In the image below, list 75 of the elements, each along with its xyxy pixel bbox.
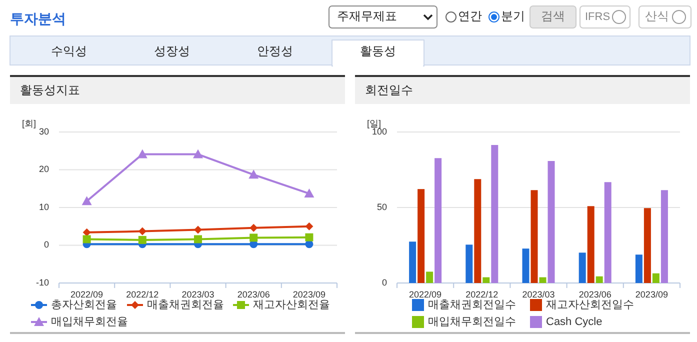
text: 투자분석 <box>10 10 66 27</box>
legend-label: 재고자산회전율 <box>253 298 330 311</box>
text: 주재무제표 <box>337 9 397 24</box>
text: 안정성 <box>257 44 293 58</box>
point <box>193 149 203 158</box>
y-axis-title: [일] <box>367 118 382 128</box>
text: 성장성 <box>154 44 190 58</box>
point <box>250 224 258 232</box>
chart-title: 활동성지표 <box>20 83 80 98</box>
point <box>82 196 92 206</box>
bar <box>635 254 642 283</box>
x-tick-label: 2023/06 <box>237 289 270 300</box>
legend-label: 매입채무회전일수 <box>428 316 516 328</box>
point <box>305 233 314 242</box>
x-tick-label: 2023/03 <box>182 289 214 300</box>
bar <box>660 190 668 283</box>
x-tick-label: 2022/12 <box>126 289 159 300</box>
legend-label: 매출채권회전율 <box>147 298 224 311</box>
legend-label: 재고자산회전일수 <box>546 298 634 311</box>
point <box>194 235 202 244</box>
y-tick-label: 0 <box>382 277 387 288</box>
y-tick-label: 50 <box>376 202 387 212</box>
point <box>137 149 148 158</box>
bar <box>409 242 416 283</box>
text: IFRS <box>585 10 610 23</box>
bar <box>604 182 612 283</box>
x-tick-label: 2022/09 <box>409 289 442 300</box>
point <box>194 226 202 234</box>
x-tick-label: 2022/12 <box>466 289 498 300</box>
bar <box>522 248 530 283</box>
legend-label: 총자산회전율 <box>51 298 117 311</box>
point <box>250 234 258 242</box>
point <box>304 188 314 198</box>
legend-label: 매출채권회전일수 <box>428 298 516 311</box>
y-tick-label: 10 <box>38 202 49 212</box>
x-tick-label: 2023/09 <box>292 289 326 300</box>
text: 활동성 <box>360 44 396 58</box>
bar <box>644 208 651 283</box>
y-axis-title: [회] <box>22 118 36 128</box>
text: 산식 <box>645 9 669 24</box>
point <box>138 236 146 244</box>
text: 분기 <box>501 9 525 24</box>
x-tick-label: 2022/09 <box>70 289 104 300</box>
bar <box>587 206 594 283</box>
text: 검색 <box>541 9 565 24</box>
chart-title: 회전일수 <box>365 83 413 98</box>
point <box>248 170 259 179</box>
bar <box>652 273 660 283</box>
bar <box>596 276 603 283</box>
point <box>82 235 91 244</box>
bar <box>426 272 434 283</box>
y-tick-label: 0 <box>44 240 49 250</box>
x-tick-label: 2023/09 <box>635 289 668 300</box>
bar <box>434 158 442 283</box>
x-tick-label: 2023/03 <box>522 289 555 300</box>
bar <box>491 144 498 283</box>
text: 연간 <box>458 9 482 24</box>
legend-label: Cash Cycle <box>546 316 602 328</box>
point <box>82 228 91 236</box>
x-tick-label: 2023/06 <box>578 289 612 300</box>
bar <box>418 189 425 283</box>
y-tick-label: 30 <box>38 126 49 136</box>
y-tick-label: -10 <box>36 277 49 288</box>
bar <box>530 190 538 283</box>
text: 수익성 <box>51 44 87 58</box>
legend-label: 매입채무회전율 <box>51 316 128 328</box>
y-tick-label: 20 <box>38 164 49 174</box>
bar <box>548 160 555 283</box>
point <box>305 222 314 230</box>
point <box>138 227 146 236</box>
bar <box>578 252 586 283</box>
bar <box>474 179 482 283</box>
bar <box>466 244 473 283</box>
bar <box>482 277 490 283</box>
bar <box>539 277 546 283</box>
